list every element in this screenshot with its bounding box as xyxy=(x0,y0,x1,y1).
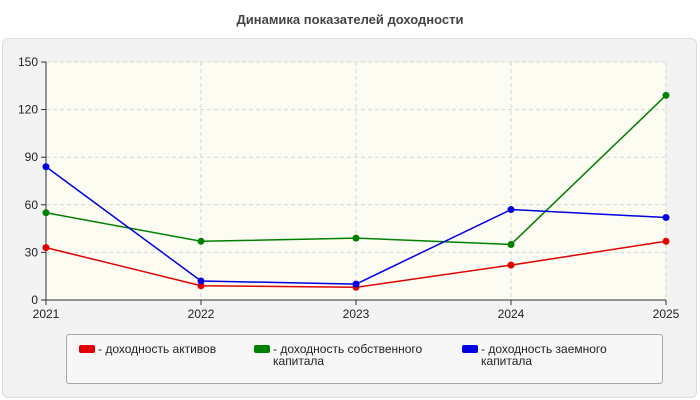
data-point-series-2 xyxy=(42,209,50,217)
data-point-series-2 xyxy=(197,237,205,245)
legend-swatch-series-3 xyxy=(462,345,478,353)
x-tick-label: 2025 xyxy=(653,307,680,321)
data-point-series-1 xyxy=(662,237,670,245)
y-tick-label: 0 xyxy=(31,293,38,307)
data-point-series-3 xyxy=(662,213,670,221)
legend-label-series-1: - доходность активов xyxy=(98,342,217,356)
x-tick-label: 2023 xyxy=(343,307,370,321)
y-tick-label: 30 xyxy=(25,245,39,259)
data-point-series-3 xyxy=(352,280,360,288)
legend-swatch-series-1 xyxy=(79,345,95,353)
legend-label-series-2: - доходность собственного капитала xyxy=(273,342,423,368)
chart-legend: - доходность активов - доходность собств… xyxy=(66,334,663,384)
y-tick-label: 120 xyxy=(18,103,38,117)
chart-title: Динамика показателей доходности xyxy=(236,12,464,27)
data-point-series-1 xyxy=(507,261,515,269)
data-point-series-2 xyxy=(352,234,360,242)
y-tick-label: 90 xyxy=(25,150,39,164)
x-tick-label: 2022 xyxy=(188,307,215,321)
data-point-series-1 xyxy=(42,244,50,252)
x-tick-label: 2024 xyxy=(498,307,525,321)
x-tick-label: 2021 xyxy=(33,307,60,321)
data-point-series-3 xyxy=(507,206,515,214)
data-point-series-2 xyxy=(662,91,670,99)
data-point-series-2 xyxy=(507,240,515,248)
data-point-series-3 xyxy=(197,277,205,285)
y-tick-label: 60 xyxy=(25,198,39,212)
data-point-series-3 xyxy=(42,163,50,171)
legend-swatch-series-2 xyxy=(254,345,270,353)
legend-label-series-3: - доходность заемного капитала xyxy=(481,342,607,368)
y-tick-label: 150 xyxy=(18,55,38,69)
